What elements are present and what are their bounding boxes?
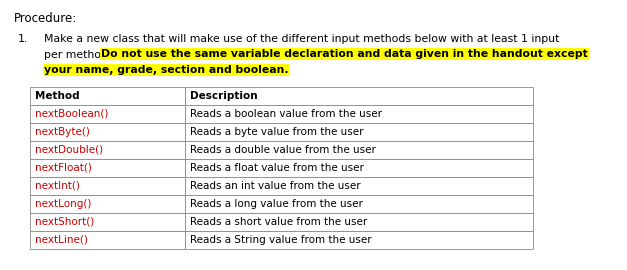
Bar <box>30 159 185 177</box>
Text: nextBoolean(): nextBoolean() <box>35 109 108 119</box>
Text: 1.: 1. <box>18 34 28 44</box>
Bar <box>185 159 533 177</box>
Text: Description: Description <box>190 91 258 101</box>
Text: nextInt(): nextInt() <box>35 181 80 191</box>
Bar <box>30 195 185 213</box>
Bar <box>30 87 185 105</box>
Bar <box>185 123 533 141</box>
Bar <box>185 105 533 123</box>
Bar <box>185 195 533 213</box>
Text: Reads a boolean value from the user: Reads a boolean value from the user <box>190 109 382 119</box>
Text: nextDouble(): nextDouble() <box>35 145 103 155</box>
Text: Reads a float value from the user: Reads a float value from the user <box>190 163 364 173</box>
Text: Reads a double value from the user: Reads a double value from the user <box>190 145 376 155</box>
Text: Make a new class that will make use of the different input methods below with at: Make a new class that will make use of t… <box>44 34 559 44</box>
Bar <box>30 177 185 195</box>
Text: per method.: per method. <box>44 50 119 60</box>
Bar <box>185 213 533 231</box>
Bar <box>185 141 533 159</box>
Text: nextShort(): nextShort() <box>35 217 94 227</box>
Bar <box>30 141 185 159</box>
Text: your name, grade, section and boolean.: your name, grade, section and boolean. <box>44 65 288 75</box>
Text: nextLine(): nextLine() <box>35 235 88 245</box>
Text: Do not use the same variable declaration and data given in the handout except: Do not use the same variable declaration… <box>101 49 587 59</box>
Text: Reads a byte value from the user: Reads a byte value from the user <box>190 127 364 137</box>
Bar <box>30 105 185 123</box>
Bar <box>185 177 533 195</box>
Text: nextFloat(): nextFloat() <box>35 163 92 173</box>
Text: nextByte(): nextByte() <box>35 127 90 137</box>
Bar <box>185 231 533 249</box>
Text: Reads a long value from the user: Reads a long value from the user <box>190 199 363 209</box>
Text: Reads an int value from the user: Reads an int value from the user <box>190 181 361 191</box>
Bar <box>30 231 185 249</box>
Text: Reads a String value from the user: Reads a String value from the user <box>190 235 372 245</box>
Text: nextLong(): nextLong() <box>35 199 92 209</box>
Text: Procedure:: Procedure: <box>14 12 77 25</box>
Text: Reads a short value from the user: Reads a short value from the user <box>190 217 367 227</box>
Bar <box>185 87 533 105</box>
Text: Method: Method <box>35 91 80 101</box>
Bar <box>30 123 185 141</box>
Bar <box>30 213 185 231</box>
